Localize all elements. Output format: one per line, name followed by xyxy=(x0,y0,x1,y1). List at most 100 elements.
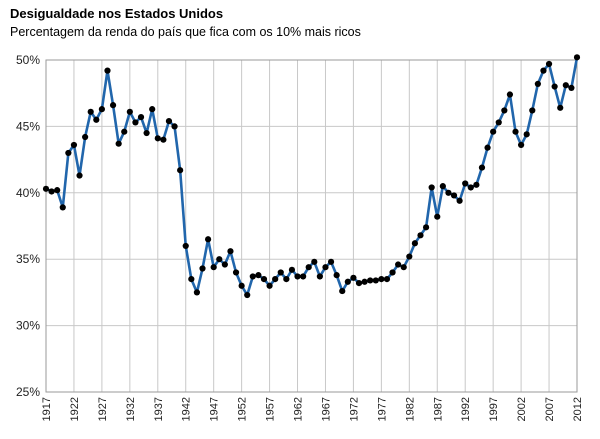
data-point xyxy=(65,149,72,157)
x-tick-label: 1962 xyxy=(293,397,305,421)
data-point xyxy=(495,119,502,126)
data-point xyxy=(372,277,379,284)
x-tick-label: 1967 xyxy=(320,397,332,421)
x-tick-label: 1947 xyxy=(209,397,221,421)
data-point xyxy=(137,114,145,121)
data-point xyxy=(300,273,307,280)
data-point xyxy=(518,141,525,149)
data-point xyxy=(473,181,480,188)
y-tick-label: 50% xyxy=(16,53,40,67)
data-point xyxy=(48,188,55,195)
data-point xyxy=(501,107,508,114)
data-point xyxy=(383,276,391,283)
data-point xyxy=(132,119,139,126)
data-point xyxy=(126,108,133,115)
x-tick-label: 1982 xyxy=(404,397,416,421)
data-point xyxy=(160,136,167,143)
data-point xyxy=(456,197,463,204)
data-point xyxy=(154,135,161,142)
data-point xyxy=(98,106,105,113)
data-point xyxy=(193,289,201,296)
data-point xyxy=(221,261,228,268)
data-point xyxy=(333,272,340,279)
data-point xyxy=(59,204,66,211)
data-point xyxy=(389,269,396,276)
data-point xyxy=(199,265,206,272)
data-point xyxy=(506,91,514,98)
data-point xyxy=(255,272,262,279)
data-point xyxy=(339,287,346,295)
x-tick-label: 1992 xyxy=(460,397,472,421)
x-tick-label: 1932 xyxy=(125,397,137,421)
data-point xyxy=(462,180,469,187)
data-point xyxy=(104,67,111,74)
y-tick-label: 45% xyxy=(16,119,40,133)
plot-frame xyxy=(45,59,578,393)
x-tick-label: 1937 xyxy=(153,397,165,421)
x-tick-label: 1942 xyxy=(181,397,193,421)
data-point xyxy=(551,83,558,90)
data-point xyxy=(93,116,100,123)
data-point xyxy=(188,276,195,283)
data-point xyxy=(54,187,61,194)
data-point xyxy=(428,184,435,191)
data-point xyxy=(406,253,413,260)
data-point xyxy=(557,104,564,111)
data-point xyxy=(216,256,223,263)
x-tick-label: 1927 xyxy=(97,397,109,421)
data-point xyxy=(568,84,575,91)
data-point xyxy=(283,276,290,283)
data-point xyxy=(445,189,452,196)
data-point xyxy=(277,269,284,276)
data-point xyxy=(305,264,312,271)
data-point xyxy=(467,184,474,191)
chart-title: Desigualdade nos Estados Unidos xyxy=(10,6,224,21)
data-point xyxy=(227,248,234,255)
data-point xyxy=(82,133,89,141)
data-point xyxy=(244,291,251,299)
data-point xyxy=(143,129,150,137)
data-point xyxy=(294,273,301,280)
data-point xyxy=(411,240,419,247)
data-point xyxy=(249,273,256,280)
data-point xyxy=(76,172,83,179)
data-point xyxy=(171,123,178,130)
data-point xyxy=(350,274,357,281)
data-point xyxy=(367,277,374,284)
data-point xyxy=(232,269,240,276)
data-point xyxy=(434,213,441,220)
data-markers xyxy=(42,54,581,299)
data-point xyxy=(204,236,212,243)
data-point xyxy=(540,67,547,74)
data-point xyxy=(573,54,581,61)
data-point xyxy=(327,258,335,265)
data-point xyxy=(355,280,363,287)
x-tick-label: 1957 xyxy=(265,397,277,421)
x-tick-label: 1922 xyxy=(69,397,81,421)
x-tick-label: 1952 xyxy=(237,397,249,421)
data-point xyxy=(272,276,279,283)
data-point xyxy=(177,167,184,174)
y-tick-label: 40% xyxy=(16,186,40,200)
data-point xyxy=(450,192,458,199)
data-point xyxy=(322,264,329,271)
data-point xyxy=(288,266,296,273)
x-tick-label: 2012 xyxy=(572,397,584,421)
data-point xyxy=(266,282,273,289)
y-tick-label: 30% xyxy=(16,319,40,333)
data-point xyxy=(534,80,541,88)
data-point xyxy=(417,232,424,239)
data-point xyxy=(512,128,519,135)
chart-subtitle: Percentagem da renda do país que fica co… xyxy=(10,25,361,39)
data-point xyxy=(210,264,217,271)
y-tick-label: 25% xyxy=(16,385,40,399)
data-point xyxy=(395,261,402,268)
x-tick-label: 1972 xyxy=(348,397,360,421)
data-point xyxy=(109,102,117,109)
data-point xyxy=(70,141,78,149)
data-point xyxy=(316,273,323,280)
x-tick-label: 1997 xyxy=(488,397,500,421)
data-point xyxy=(378,276,385,283)
data-point xyxy=(529,107,536,114)
